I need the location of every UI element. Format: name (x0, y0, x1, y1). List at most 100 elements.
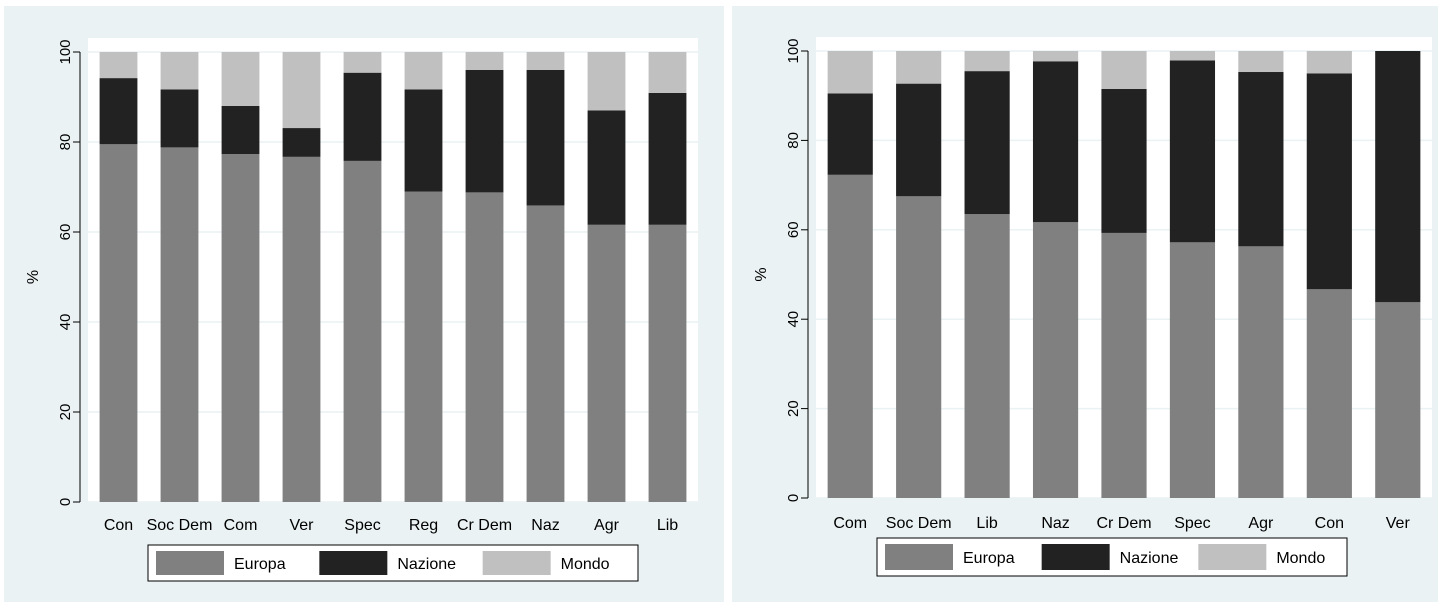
bar-segment (1238, 51, 1284, 73)
y-axis-label: % (753, 267, 770, 281)
category-label: Cr Dem (1096, 515, 1151, 532)
legend (147, 544, 639, 582)
legend-swatch (1198, 544, 1267, 570)
chart-panel-left: 0 20 40 60 80 100% Con Soc Dem Com Ver Spec Reg Cr D… (4, 6, 724, 602)
category-label: Soc Dem (147, 517, 213, 534)
category-label: Ver (1386, 515, 1411, 532)
bar-segment (827, 51, 873, 94)
y-tick-label: 100 (785, 38, 802, 63)
bar-segment (221, 106, 260, 155)
y-tick-label: 20 (785, 400, 802, 417)
category-label: Naz (531, 517, 559, 534)
bar-segment (221, 52, 260, 106)
bar-segment (1169, 51, 1216, 61)
bar-segment (896, 196, 942, 498)
bar-segment (282, 52, 321, 129)
chart-right: 0 20 40 60 80 100% Com Soc Dem Lib Naz Cr Dem Spec A… (753, 37, 1432, 577)
chart-left: 0 20 40 60 80 100% Con Soc Dem Com Ver Spec Reg Cr D… (25, 38, 698, 582)
bar-segment (526, 205, 565, 502)
bar-segment (99, 52, 138, 79)
bar-segment (964, 214, 1010, 498)
bar-segment (587, 110, 626, 225)
category-label: Reg (409, 517, 438, 534)
bar-segment (99, 144, 138, 502)
bar-segment (526, 52, 565, 70)
bar-segment (827, 93, 873, 175)
bar-segment (964, 71, 1010, 215)
category-label: Com (224, 517, 258, 534)
bar-segment (1375, 302, 1421, 498)
bar-segment (160, 52, 199, 90)
y-tick-label: 0 (57, 498, 74, 506)
legend-label: Europa (963, 550, 1015, 567)
bar-segment (160, 89, 199, 148)
bar-segment (465, 52, 504, 70)
category-label: Ver (289, 517, 314, 534)
y-tick-label: 20 (57, 404, 74, 421)
bar-segment (587, 224, 626, 503)
bar-segment (1306, 289, 1352, 498)
category-label: Cr Dem (457, 517, 512, 534)
bar-segment (160, 147, 199, 502)
bar-segment (1238, 72, 1284, 247)
bar-segment (648, 224, 687, 503)
legend-swatch (1041, 544, 1110, 570)
category-label: Spec (344, 517, 380, 534)
legend-label: Europa (234, 556, 286, 573)
bar-segment (827, 174, 873, 498)
bar-segment (282, 128, 321, 157)
y-tick-label: 100 (57, 39, 74, 64)
chart-panel-right: 0 20 40 60 80 100% Com Soc Dem Lib Naz Cr Dem Spec A… (732, 6, 1438, 602)
bar-segment (221, 154, 260, 502)
legend-label: Mondo (1276, 550, 1325, 567)
category-label: Agr (594, 517, 620, 534)
bar-segment (99, 78, 138, 145)
y-tick-label: 80 (785, 132, 802, 149)
y-tick-label: 40 (785, 311, 802, 328)
category-label: Con (104, 517, 133, 534)
bar-segment (1169, 60, 1216, 243)
category-label: Agr (1248, 515, 1274, 532)
legend-swatch (482, 551, 551, 575)
y-axis-label: % (25, 270, 42, 284)
y-tick-label: 60 (785, 221, 802, 238)
bar-segment (343, 72, 382, 161)
bar-segment (1032, 222, 1079, 499)
bar-segment (648, 52, 687, 93)
bar-segment (1238, 246, 1284, 498)
bar-segment (404, 89, 443, 192)
bar-segment (1306, 73, 1352, 290)
y-tick-label: 40 (57, 314, 74, 331)
bar-segment (1101, 88, 1147, 233)
category-label: Com (833, 515, 867, 532)
bar-segment (343, 52, 382, 73)
category-label: Con (1315, 515, 1344, 532)
bar-segment (648, 92, 687, 225)
bar-segment (1101, 232, 1147, 498)
bar-segment (404, 191, 443, 502)
y-tick-label: 80 (57, 134, 74, 151)
bar-segment (343, 160, 382, 502)
bar-segment (1169, 242, 1216, 498)
bar-segment (1306, 51, 1352, 74)
bar-segment (896, 51, 942, 84)
bar-segment (964, 51, 1010, 72)
bar-segment (465, 70, 504, 193)
bar-segment (1101, 51, 1147, 89)
y-tick-label: 0 (785, 494, 802, 502)
bar-segment (282, 156, 321, 502)
category-label: Lib (657, 517, 678, 534)
category-label: Soc Dem (886, 515, 952, 532)
category-label: Spec (1174, 515, 1210, 532)
category-label: Lib (976, 515, 997, 532)
legend (876, 537, 1348, 577)
legend-label: Nazione (1120, 550, 1179, 567)
category-label: Naz (1041, 515, 1069, 532)
y-tick-label: 60 (57, 224, 74, 241)
bar-segment (896, 83, 942, 197)
legend-swatch (885, 544, 953, 570)
bar-segment (1032, 61, 1079, 223)
bar-segment (1032, 51, 1079, 62)
bar-segment (404, 52, 443, 90)
bar-segment (526, 70, 565, 206)
